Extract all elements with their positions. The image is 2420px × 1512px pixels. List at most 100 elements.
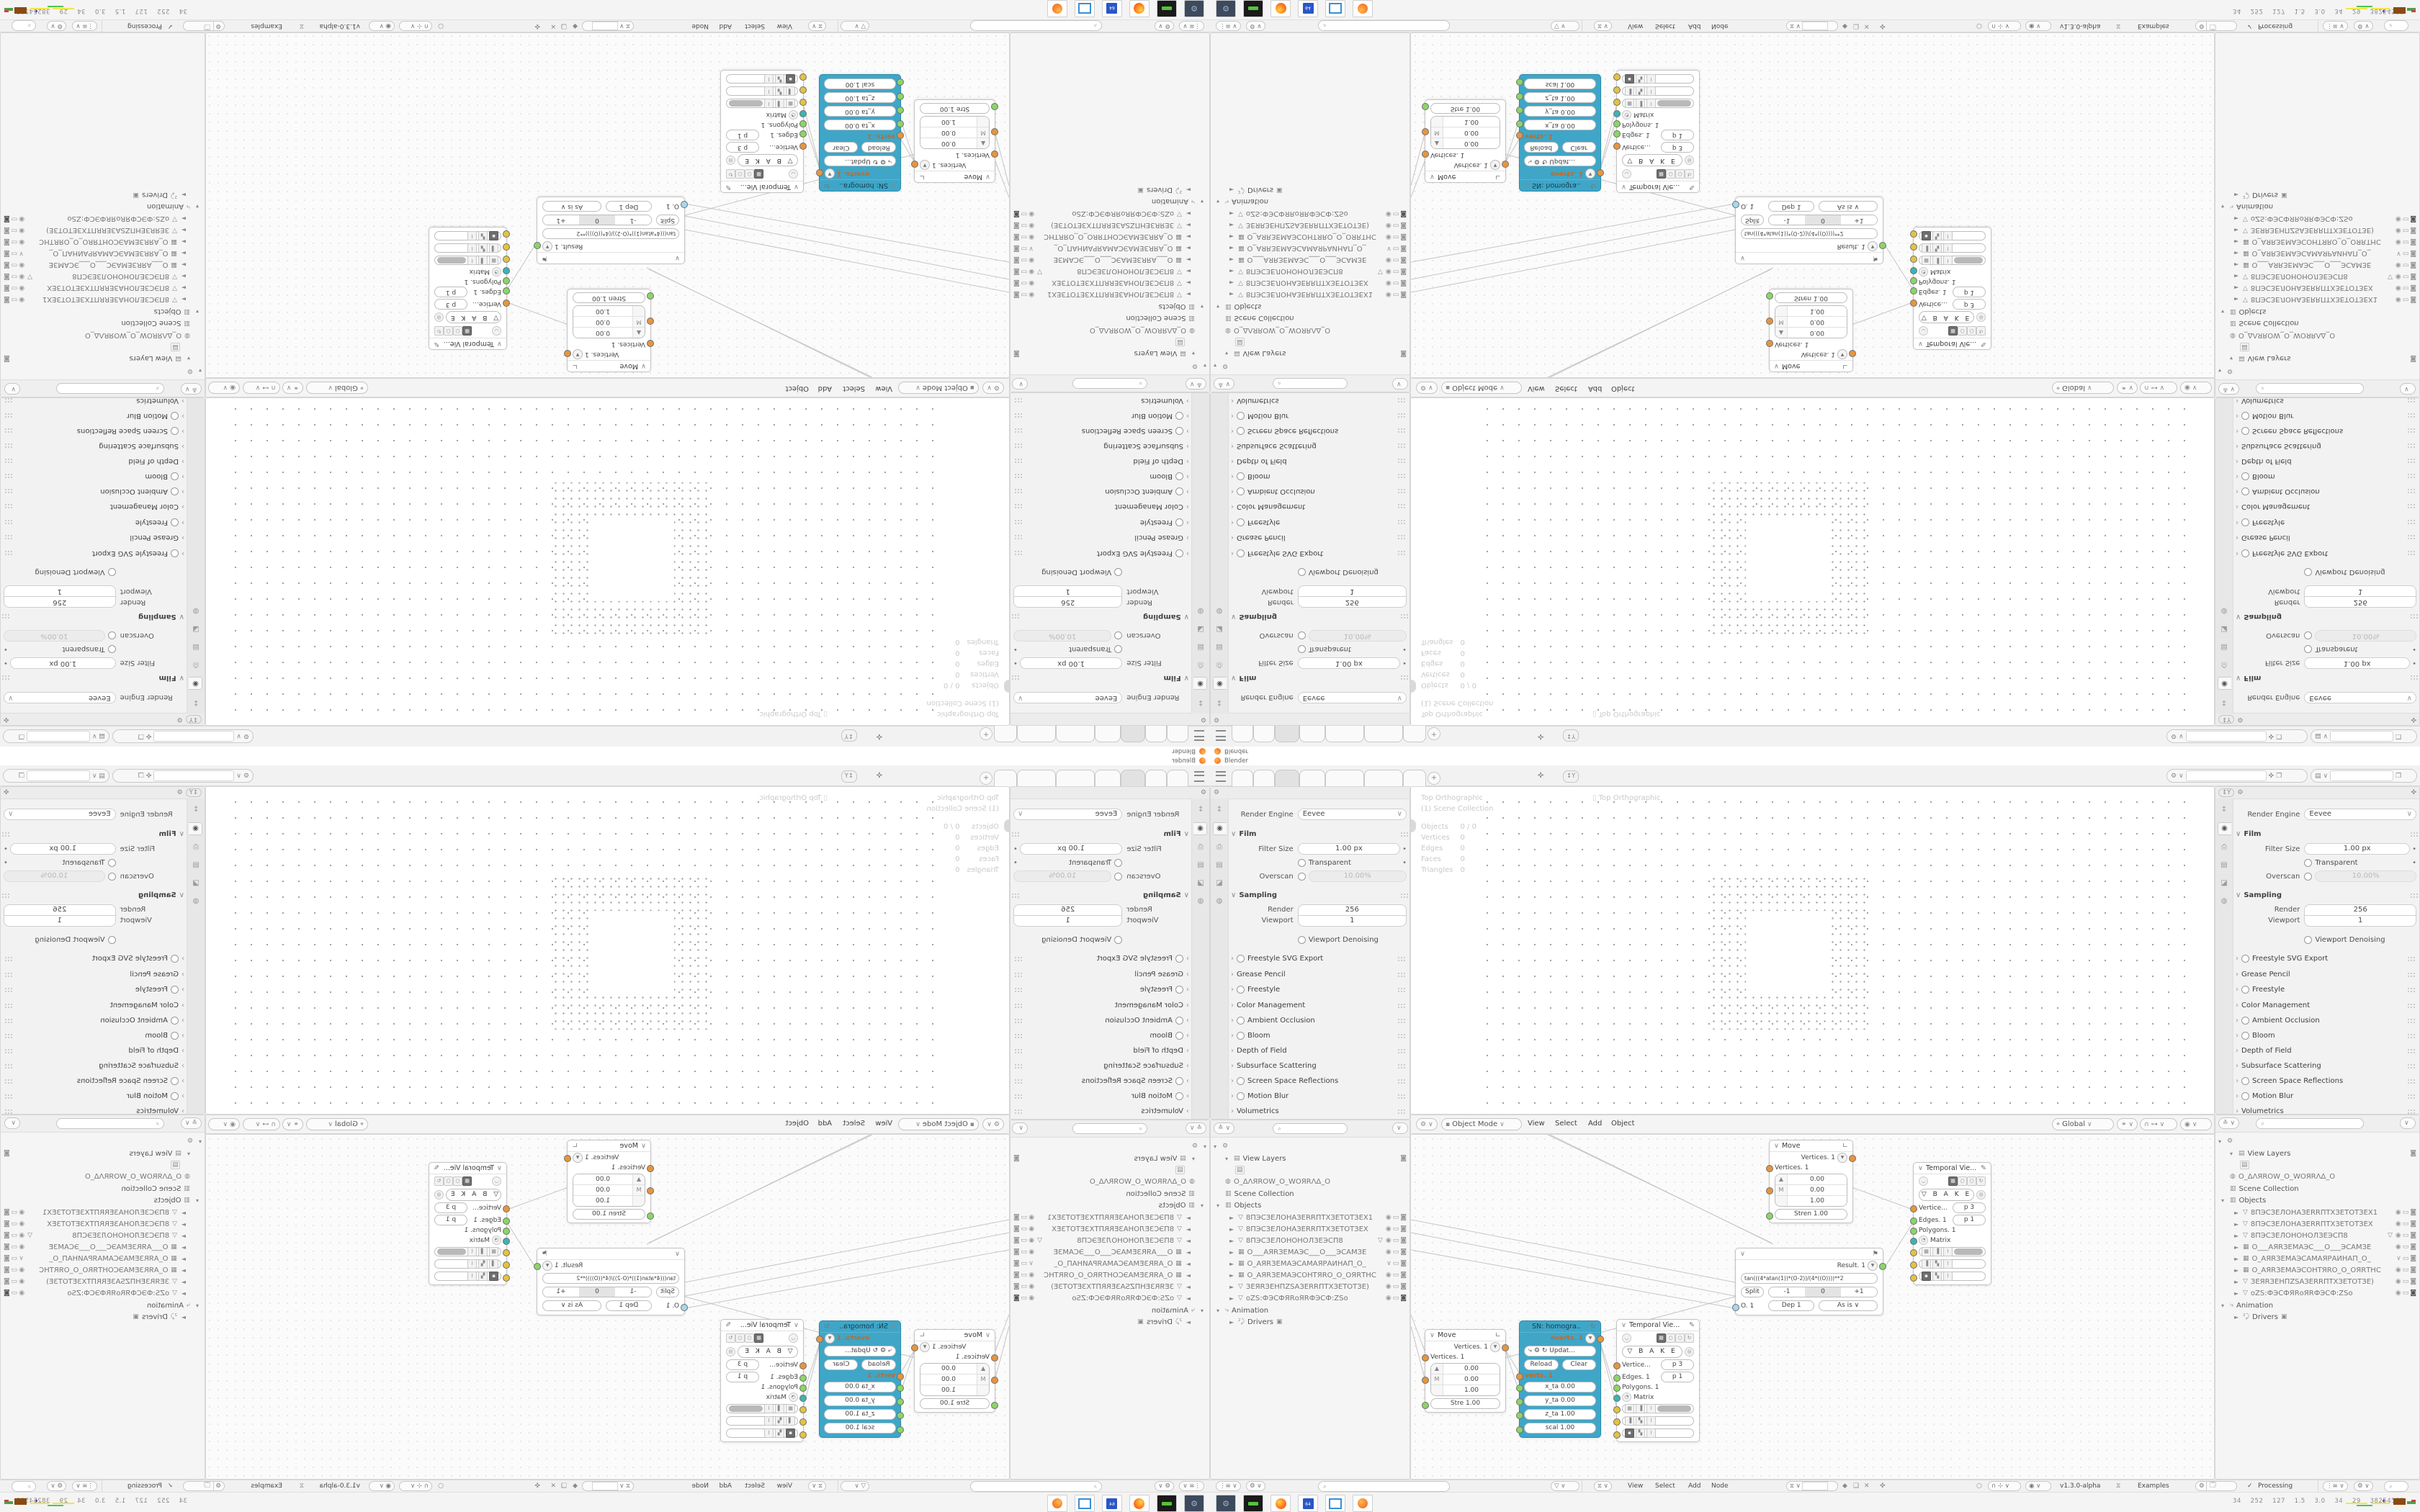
circle-toggle[interactable]: ○ xyxy=(745,169,754,179)
vector-field[interactable]: ▲ 0.00 M 0.00 1.00 xyxy=(1430,116,1500,149)
transform-orientation-select[interactable]: ⌖ Global ∨ xyxy=(306,1118,368,1130)
dep-field[interactable]: Dep 1 xyxy=(1768,1300,1815,1311)
object-row[interactable]: ► ▦ O_AЯRЗЕМАЭСАМАЯРАИНАП_O_ ∨▭◙ xyxy=(2234,1254,2418,1263)
object-row[interactable]: ► ▽ 8ПЭСЗЕЛОНОНОЛЗЕЭСП8 ▽ ◉▭◙ xyxy=(2,1231,186,1240)
tab-render[interactable]: ◉ xyxy=(2217,677,2231,690)
filter-button[interactable]: ∨ xyxy=(1392,1122,1408,1134)
pin-icon[interactable]: ✜ xyxy=(2411,716,2416,723)
viewport-denoising-checkbox[interactable] xyxy=(1114,935,1123,944)
menu-view[interactable]: View xyxy=(776,22,792,30)
taskbar-floppy64-icon[interactable]: 64 xyxy=(1102,0,1122,17)
section-row[interactable]: › Screen Space Reflections xyxy=(2236,426,2416,437)
p1-field[interactable]: p 1 xyxy=(1661,1372,1694,1382)
settings-group[interactable]: ⚙ 🗔 xyxy=(183,1481,225,1491)
sampling-section-header[interactable]: ∨ Sampling xyxy=(138,891,184,899)
snap-target-button[interactable]: ⚭ ∨ xyxy=(2117,382,2138,394)
shield-icon[interactable]: ◆ xyxy=(573,22,578,30)
attribute-field[interactable]: ▐ ▚ ⌇ xyxy=(726,86,798,96)
circle-icon[interactable]: ○ xyxy=(438,22,444,30)
transparent-checkbox[interactable] xyxy=(1297,645,1306,654)
section-row[interactable]: › Ambient Occlusion xyxy=(4,1014,184,1026)
section-row[interactable]: › Grease Pencil xyxy=(1231,532,1407,544)
section-row[interactable]: › Volumetrics xyxy=(1013,1105,1189,1117)
eye-toggle[interactable]: ◡ xyxy=(1622,1333,1631,1343)
tree-row[interactable]: ◍ O_ΔΛЯROW_O_WOЯRΛΔ_O xyxy=(84,331,190,340)
viewport-denoising-checkbox[interactable] xyxy=(2304,568,2313,577)
cube-toggle[interactable]: ▦ xyxy=(1948,1176,1958,1186)
p1-field[interactable]: p 1 xyxy=(434,287,467,297)
object-row[interactable]: ► ▽ 8ПЭСЗЕЛОНОНОЛЗЕЭСП8 ▽ ◉▭◙ xyxy=(1229,1236,1408,1245)
page-icon[interactable]: ❐ xyxy=(2276,772,2282,780)
tree-row[interactable]: ▤ xyxy=(171,1161,180,1169)
object-row[interactable]: ► ▽ 8ПЭСЗЕЛОНАЗЕRRПТХЗЕТОТЗЕХ ◉▭◙ xyxy=(2234,1220,2418,1228)
menu-select[interactable]: Select xyxy=(1555,1120,1577,1128)
expression-field[interactable]: tan(((4*atan(1))*(O-2))/(4*((O))))**2 xyxy=(1741,228,1878,239)
settings-group[interactable]: ⚙ 🗔 xyxy=(2195,21,2237,31)
menu-node[interactable]: Node xyxy=(691,22,709,30)
object-row[interactable]: ► ▦ O_AЯRЗЕМАЭСОНТЯRO_O_ОЯRТНС ◉▭◙ xyxy=(1229,1271,1408,1279)
filter-size-field[interactable]: 1.00 px xyxy=(1297,843,1401,855)
tab-view-layer[interactable]: ▤ xyxy=(1216,643,1223,651)
overscan-checkbox[interactable] xyxy=(107,872,116,881)
section-row[interactable]: › Freestyle SVG Export xyxy=(1013,953,1189,964)
taskbar-floppy64-icon[interactable]: 64 xyxy=(1102,1495,1122,1512)
circle-icon[interactable]: ○ xyxy=(1976,22,1982,30)
toolbar-handle[interactable] xyxy=(1004,819,1009,832)
section-row[interactable]: › Ambient Occlusion xyxy=(1013,1014,1189,1026)
workspace-tab[interactable] xyxy=(1325,726,1364,742)
lifebuoy-icon[interactable]: ◎ xyxy=(1685,1347,1694,1356)
tab-render[interactable]: ◉ xyxy=(189,677,203,690)
dep-field[interactable]: Dep 1 xyxy=(605,201,652,212)
filter-button[interactable]: ∨ xyxy=(2400,1117,2416,1129)
section-row[interactable]: › Subsurface Scattering xyxy=(1013,441,1189,452)
output-dropdown[interactable]: ▼ xyxy=(825,168,835,179)
menu-select[interactable]: Select xyxy=(745,22,765,30)
menu-select[interactable]: Select xyxy=(1655,1482,1675,1490)
tab-render[interactable]: ◉ xyxy=(2217,822,2231,835)
section-row[interactable]: › Color Management xyxy=(1231,999,1407,1011)
editor-search-group[interactable]: ⚙ ∨ ✜ ❐ xyxy=(2166,769,2308,783)
vector-field[interactable]: ▲ 0.00 M 0.00 1.00 xyxy=(920,1363,990,1396)
node-sn-homograph[interactable]: ∨ SN: homogra.. ↻ overts. 1 ▼ ⤷ ⚙ ↻ Updat..… xyxy=(1516,1320,1604,1438)
workspace-tab[interactable] xyxy=(1364,726,1403,742)
tree-row[interactable]: ▾ ⚙ xyxy=(2218,1138,2233,1145)
p1-field[interactable]: p 1 xyxy=(726,130,759,140)
samples-render-field[interactable]: 256 xyxy=(2304,596,2416,608)
tab-output[interactable]: ⎙ xyxy=(1216,661,1222,669)
section-row[interactable]: › Color Management xyxy=(2236,501,2416,513)
settings-group[interactable]: ⚙ 🗔 xyxy=(183,21,225,31)
filter-size-field[interactable]: 1.00 px xyxy=(9,657,116,669)
tab-scene[interactable]: ◪ xyxy=(2220,879,2228,887)
attribute-field[interactable]: ▦ ▐ ⌇ xyxy=(1622,99,1694,108)
as-is-select[interactable]: As is ∨ xyxy=(542,1300,601,1311)
object-row[interactable]: ► ▽ 8ПЭСЗЕЛОНАЗЕRRПТХЗЕТОТЗЕХ1 ◉▭◙ xyxy=(1229,1213,1408,1222)
tab-render[interactable]: ◉ xyxy=(1193,677,1208,690)
object-row[interactable]: ► ▦ O___AЯRЗЕМАЭС___O___ЭСАМЗЕ ◉▭◙ xyxy=(2234,1243,2418,1251)
overscan-field[interactable]: 10.00% xyxy=(2315,630,2416,642)
examples-button[interactable]: Examples xyxy=(251,22,282,30)
p3-field[interactable]: p 3 xyxy=(1953,1202,1986,1213)
tree-row[interactable]: ▾ ⤷ Animation xyxy=(1151,1306,1204,1315)
circle-toggle[interactable]: ○ xyxy=(1675,1333,1685,1343)
copy-icon[interactable]: ❏ xyxy=(560,22,567,30)
filter-button[interactable]: ∨ xyxy=(4,383,20,395)
section-row[interactable]: › Volumetrics xyxy=(1231,1105,1407,1117)
tab-render[interactable]: ◉ xyxy=(1212,822,1227,835)
menu-select[interactable]: Select xyxy=(1555,384,1577,392)
output-dropdown[interactable]: ▼ xyxy=(542,1261,552,1271)
attribute-field[interactable]: ▦ ▐ ⌇ xyxy=(726,1404,798,1413)
tab-tool[interactable]: ↕ xyxy=(2220,806,2228,814)
workspace-tab[interactable] xyxy=(1325,770,1364,786)
section-row[interactable]: › Depth of Field xyxy=(1013,456,1189,467)
menu-view[interactable]: View xyxy=(875,384,892,392)
viewport-denoising-checkbox[interactable] xyxy=(107,568,116,577)
filter-size-field[interactable]: 1.00 px xyxy=(2304,843,2411,855)
object-row[interactable]: ► ▽ 8ПЭСЗЕЛОНАЗЕRRПТХЗЕТОТЗЕХ1 ◉▭◙ xyxy=(2,295,186,304)
section-row[interactable]: › Screen Space Reflections xyxy=(2236,1075,2416,1086)
section-row[interactable]: › Motion Blur xyxy=(1231,410,1407,422)
split-button[interactable]: Split xyxy=(656,1287,679,1297)
tab-scene[interactable]: ◪ xyxy=(2220,625,2228,633)
